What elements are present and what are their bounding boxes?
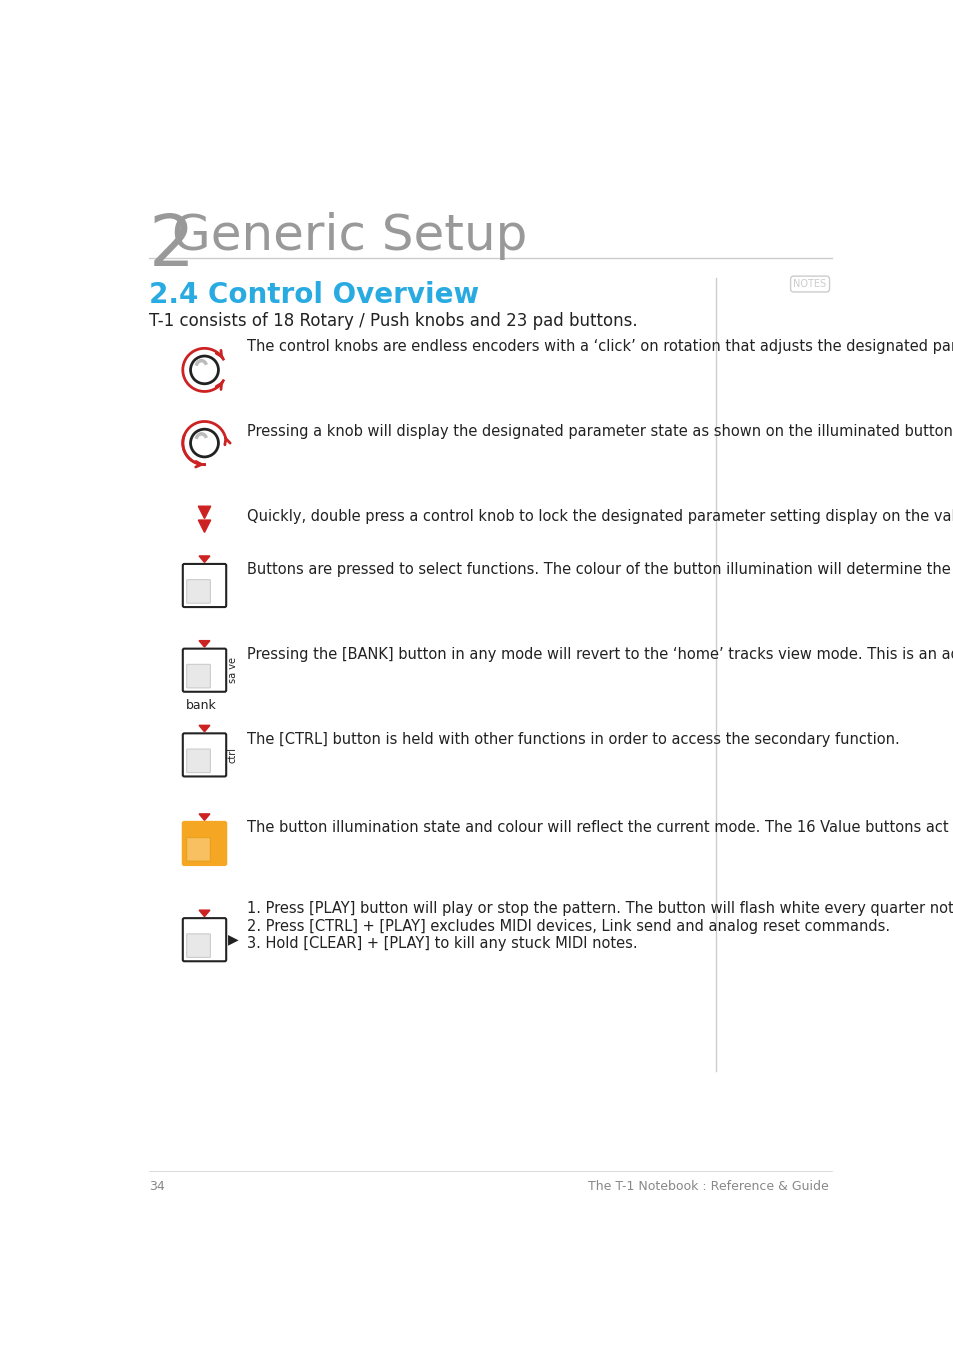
Polygon shape — [199, 814, 210, 821]
Polygon shape — [199, 556, 210, 563]
FancyBboxPatch shape — [183, 648, 226, 691]
Text: Quickly, double press a control knob to lock the designated parameter setting di: Quickly, double press a control knob to … — [247, 509, 953, 524]
Text: sa ve: sa ve — [228, 657, 237, 683]
Polygon shape — [199, 910, 210, 917]
Text: Pressing the [BANK] button in any mode will revert to the ‘home’ tracks view mod: Pressing the [BANK] button in any mode w… — [247, 647, 953, 662]
FancyBboxPatch shape — [187, 664, 211, 689]
FancyBboxPatch shape — [183, 733, 226, 776]
Polygon shape — [198, 506, 211, 518]
Polygon shape — [199, 725, 210, 732]
Text: 34: 34 — [149, 1180, 164, 1193]
Text: 2.4 Control Overview: 2.4 Control Overview — [149, 281, 478, 309]
Polygon shape — [199, 641, 210, 647]
Text: ctrl: ctrl — [228, 747, 237, 763]
FancyBboxPatch shape — [187, 749, 211, 772]
Polygon shape — [198, 520, 211, 532]
Text: 2: 2 — [149, 212, 194, 281]
Text: 1. Press [PLAY] button will play or stop the pattern. The button will flash whit: 1. Press [PLAY] button will play or stop… — [247, 902, 953, 950]
Text: Generic Setup: Generic Setup — [172, 212, 527, 261]
FancyBboxPatch shape — [187, 934, 211, 957]
Text: bank: bank — [186, 699, 216, 713]
FancyBboxPatch shape — [187, 579, 211, 603]
Text: Pressing a knob will display the designated parameter state as shown on the illu: Pressing a knob will display the designa… — [247, 424, 953, 439]
Text: The control knobs are endless encoders with a ‘click’ on rotation that adjusts t: The control knobs are endless encoders w… — [247, 339, 953, 354]
FancyBboxPatch shape — [183, 822, 226, 865]
Text: The [CTRL] button is held with other functions in order to access the secondary : The [CTRL] button is held with other fun… — [247, 732, 899, 747]
FancyBboxPatch shape — [183, 564, 226, 608]
Text: T-1 consists of 18 Rotary / Push knobs and 23 pad buttons.: T-1 consists of 18 Rotary / Push knobs a… — [149, 312, 637, 331]
Text: The T-1 Notebook : Reference & Guide: The T-1 Notebook : Reference & Guide — [588, 1180, 828, 1193]
Text: NOTES: NOTES — [793, 279, 825, 289]
Text: ▶: ▶ — [228, 933, 238, 946]
Text: The button illumination state and colour will reflect the current mode. The 16 V: The button illumination state and colour… — [247, 821, 953, 836]
FancyBboxPatch shape — [187, 837, 211, 861]
FancyBboxPatch shape — [183, 918, 226, 961]
Text: Buttons are pressed to select functions. The colour of the button illumination w: Buttons are pressed to select functions.… — [247, 563, 953, 578]
